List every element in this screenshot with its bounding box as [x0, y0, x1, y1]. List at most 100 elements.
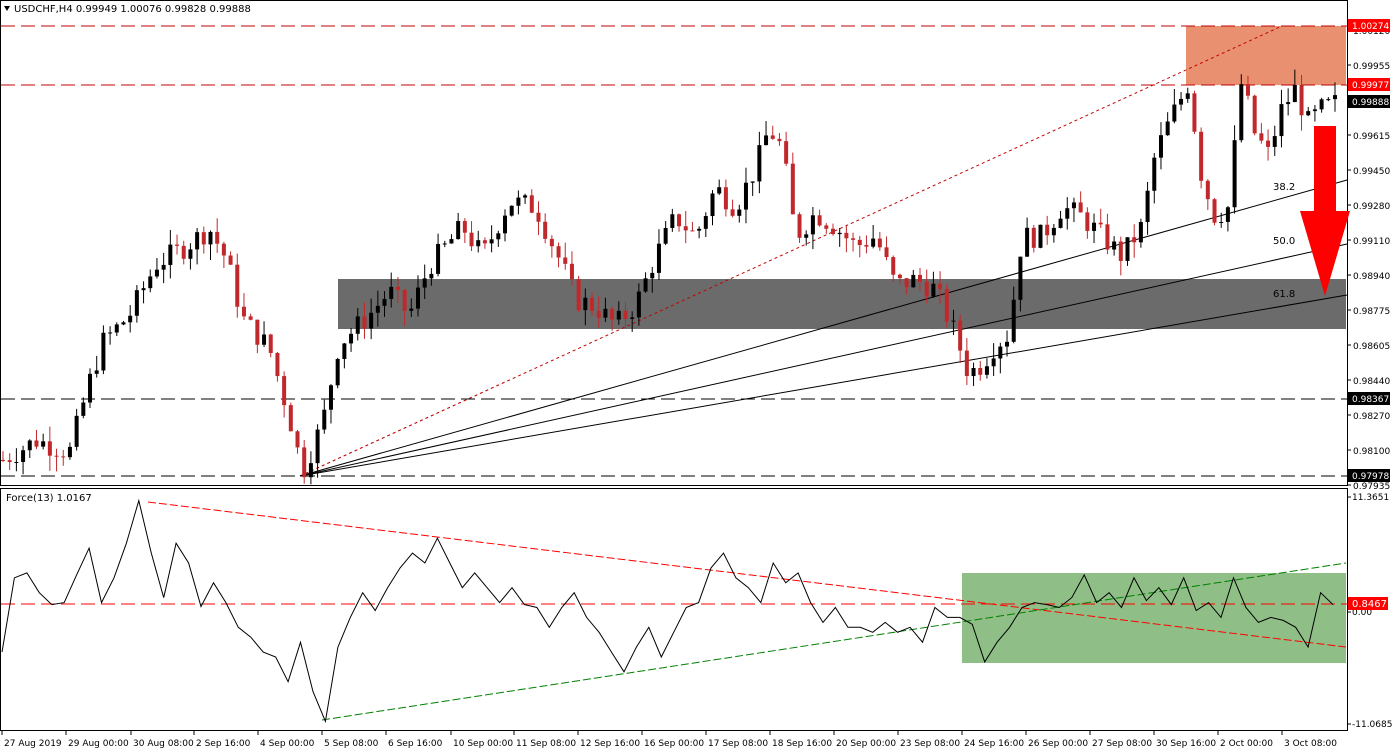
candles [1, 69, 1337, 485]
collapse-triangle-icon[interactable] [4, 6, 10, 11]
down-arrow-icon [1300, 126, 1350, 296]
candle-body [1031, 227, 1036, 248]
force-tick-label: -11.0685 [1352, 720, 1392, 730]
force-tick-label: 0.00 [1352, 608, 1372, 618]
candle-body [1065, 208, 1070, 219]
fib-fan: 38.2 50.0 61.8 [299, 25, 1348, 477]
candle-body [1145, 190, 1150, 223]
candle-body [1319, 99, 1324, 110]
candle-body [476, 240, 481, 247]
candle-body [1279, 104, 1284, 137]
candle-body [938, 283, 943, 290]
candle-body [857, 239, 862, 246]
candle-body [703, 216, 708, 229]
candle-body [349, 333, 354, 344]
time-tick-label: 5 Sep 08:00 [324, 739, 379, 749]
candle-body [134, 290, 139, 316]
candle-body [523, 195, 528, 198]
fan-line-38 [299, 179, 1348, 477]
candle-body [168, 244, 173, 265]
candle-body [964, 350, 969, 377]
force-tick-label: 11.3651 [1352, 493, 1389, 503]
candle-body [462, 221, 467, 233]
time-tick-label: 26 Sep 00:00 [1028, 739, 1088, 749]
candle-body [1038, 224, 1043, 248]
candle-body [489, 239, 494, 244]
candle-body [262, 334, 267, 345]
candle-body [1165, 121, 1170, 136]
candle-body [355, 316, 360, 334]
time-tick-label: 30 Aug 08:00 [133, 739, 194, 749]
candle-body [61, 456, 66, 458]
candle-body [295, 431, 300, 448]
candle-body [717, 187, 722, 194]
candle-body [422, 278, 427, 288]
candle-body [610, 308, 615, 320]
candle-body [342, 343, 347, 359]
time-tick-label: 11 Sep 08:00 [516, 739, 576, 749]
candle-body [918, 274, 923, 282]
candle-body [41, 441, 46, 447]
candle-body [663, 227, 668, 244]
candle-body [1286, 102, 1291, 105]
time-tick-label: 6 Sep 16:00 [388, 739, 443, 749]
candle-body [201, 232, 206, 245]
candle-body [268, 334, 273, 353]
candle-body [409, 308, 414, 311]
level-tag-bg [1348, 78, 1390, 91]
fib-label-61: 61.8 [1273, 289, 1295, 300]
candle-body [1025, 227, 1030, 257]
candle-body [871, 238, 876, 247]
candle-body [1326, 99, 1331, 101]
time-tick-label: 2 Oct 00:00 [1220, 739, 1273, 749]
time-tick-label: 30 Sep 16:00 [1156, 739, 1216, 749]
level-tag-bg [1348, 469, 1390, 482]
candle-body [382, 298, 387, 306]
candle-body [175, 244, 180, 246]
candle-body [1078, 202, 1083, 213]
price-tick-label: 0.99955 [1353, 62, 1390, 72]
candle-body [569, 263, 574, 280]
candle-body [456, 221, 461, 240]
candle-body [891, 257, 896, 275]
candle-body [911, 274, 916, 288]
candle-body [958, 320, 963, 351]
candle-body [978, 367, 983, 375]
candle-body [1018, 256, 1023, 300]
price-tick-label: 0.99615 [1353, 132, 1390, 142]
candle-body [697, 228, 702, 231]
force-panel: Force(13) 1.0167 11.3651 0.00 -11.0685 0.8… [1, 493, 1392, 730]
candle-body [1138, 222, 1143, 243]
force-line [1, 498, 1334, 724]
candle-body [596, 310, 601, 318]
candle-body [784, 141, 789, 164]
candle-body [67, 446, 72, 458]
candle-body [275, 352, 280, 377]
candle-body [47, 441, 52, 456]
level-tags: 1.00274 0.99977 0.99888 0.98367 0.97978 [1348, 19, 1390, 482]
candle-body [630, 317, 635, 319]
candle-body [931, 283, 936, 297]
candle-body [777, 138, 782, 142]
level-tag-bg [1348, 392, 1390, 405]
chart-header: USDCHF,H4 0.99949 1.00076 0.99828 0.9988… [4, 4, 251, 15]
candle-body [27, 440, 32, 451]
candle-body [308, 463, 313, 478]
candle-body [1266, 140, 1271, 147]
candle-body [449, 239, 454, 244]
force-up-trend [321, 562, 1347, 721]
force-value-tag-text: 0.8467 [1352, 599, 1387, 610]
candle-body [415, 287, 420, 309]
candle-body [1152, 157, 1157, 191]
candle-body [14, 461, 19, 463]
candle-body [951, 320, 956, 322]
candle-body [161, 264, 166, 270]
candle-body [235, 264, 240, 307]
price-zones [338, 26, 1346, 329]
horizontal-levels [1, 25, 1347, 477]
candle-body [496, 233, 501, 240]
candle-body [536, 212, 541, 222]
candle-body [375, 305, 380, 313]
candle-body [21, 450, 26, 462]
candle-body [1098, 222, 1103, 225]
